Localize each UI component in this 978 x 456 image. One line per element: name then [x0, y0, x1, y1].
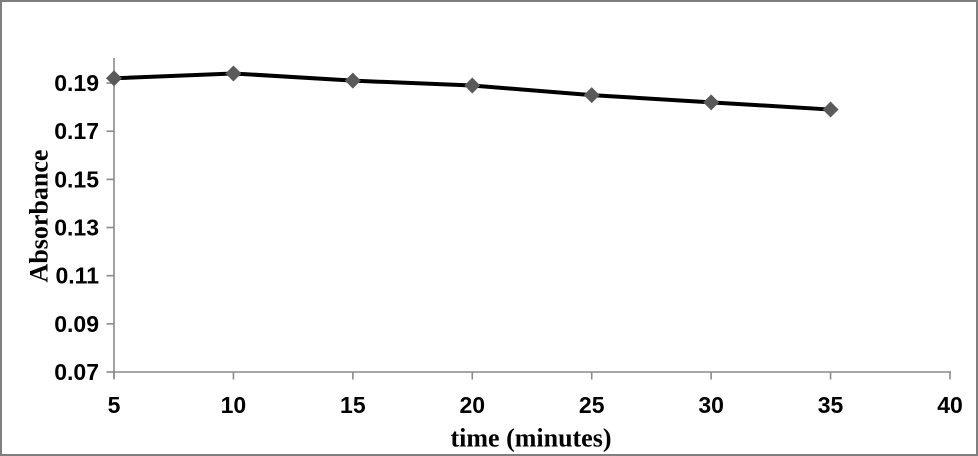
y-axis-title: Absorbance: [25, 150, 54, 283]
x-tick-label: 20: [459, 392, 485, 418]
y-tick-label: 0.07: [54, 359, 99, 385]
data-point-marker: [822, 101, 839, 118]
y-tick-label: 0.11: [56, 263, 100, 289]
data-point-marker: [106, 70, 122, 87]
x-tick-label: 5: [108, 392, 121, 418]
x-tick-label: 35: [818, 392, 844, 418]
x-tick-label: 10: [221, 392, 247, 418]
y-tick-label: 0.19: [54, 70, 99, 96]
x-tick-label: 30: [698, 392, 724, 418]
data-point-marker: [703, 94, 720, 111]
y-tick-label: 0.17: [54, 118, 99, 144]
x-axis-title: time (minutes): [450, 424, 611, 453]
data-point-marker: [344, 72, 361, 89]
data-point-marker: [583, 87, 600, 104]
y-tick-label: 0.15: [54, 166, 99, 192]
y-tick-label: 0.09: [54, 311, 99, 337]
x-tick-label: 25: [579, 392, 605, 418]
x-tick-label: 40: [937, 392, 963, 418]
axes-layer: 0.07 0.09 0.11 0.13 0.15 0.17 0.19 5 10 15 20 25 30 3…: [54, 58, 963, 418]
x-tick-label: 15: [340, 392, 366, 418]
series-layer: [106, 65, 839, 118]
data-point-marker: [464, 77, 481, 94]
data-point-marker: [225, 65, 242, 82]
y-tick-label: 0.13: [54, 215, 99, 241]
